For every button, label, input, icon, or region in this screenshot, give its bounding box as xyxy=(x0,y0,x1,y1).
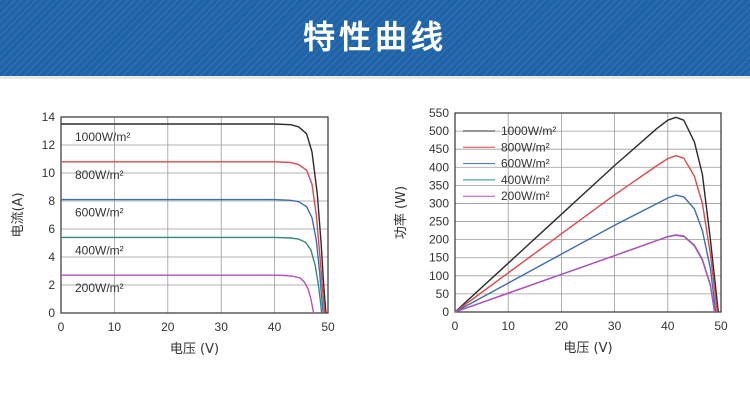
legend-label: 800W/m² xyxy=(501,140,550,154)
legend-label: 200W/m² xyxy=(501,189,550,203)
y-tick-label: 300 xyxy=(429,196,449,210)
x-axis-title: 电压 (V) xyxy=(170,342,219,357)
x-tick-label: 20 xyxy=(555,319,569,333)
x-axis-title: 电压 (V) xyxy=(563,341,612,356)
x-tick-label: 10 xyxy=(502,319,516,333)
series-line-800 xyxy=(454,155,718,313)
y-tick-label: 500 xyxy=(429,124,449,138)
y-tick-label: 4 xyxy=(48,250,55,264)
legend-label: 400W/m² xyxy=(75,243,124,257)
y-tick-label: 0 xyxy=(442,305,449,319)
y-axis-title: 功率 (W) xyxy=(393,186,409,239)
series-line-800 xyxy=(61,161,326,314)
x-tick-label: 10 xyxy=(108,320,122,334)
y-tick-label: 2 xyxy=(48,278,55,292)
x-tick-label: 20 xyxy=(161,320,175,334)
y-tick-label: 0 xyxy=(48,306,55,320)
x-tick-label: 0 xyxy=(452,319,459,333)
y-tick-label: 12 xyxy=(42,138,56,152)
legend-label: 200W/m² xyxy=(75,281,124,295)
x-tick-label: 30 xyxy=(215,320,229,334)
legend-label: 400W/m² xyxy=(501,173,550,187)
series-line-600 xyxy=(61,198,324,314)
iv-curve-chart: 0 2 4 6 8 10 12 14 0 10 20 30 40 50 1000W/m² 800W/m² 600… xyxy=(11,110,335,357)
x-tick-label: 40 xyxy=(661,319,675,333)
x-tick-label: 40 xyxy=(268,320,282,334)
y-tick-label: 150 xyxy=(429,251,449,265)
y-tick-label: 350 xyxy=(429,178,449,192)
legend-label: 1000W/m² xyxy=(75,130,130,144)
series-line-200 xyxy=(61,274,315,314)
page-title: 特性曲线 xyxy=(302,18,447,56)
series-line-1000 xyxy=(61,123,327,314)
y-tick-label: 450 xyxy=(429,142,449,156)
y-tick-label: 250 xyxy=(429,215,449,229)
series-line-1000 xyxy=(454,116,719,313)
plot-frame xyxy=(454,112,722,313)
x-tick-label: 50 xyxy=(321,320,335,334)
y-tick-label: 6 xyxy=(48,222,55,236)
legend-label: 800W/m² xyxy=(75,168,124,182)
y-tick-label: 50 xyxy=(436,287,450,301)
y-tick-label: 400 xyxy=(429,160,449,174)
legend-label: 600W/m² xyxy=(501,157,550,171)
y-tick-label: 10 xyxy=(42,166,56,180)
x-tick-label: 30 xyxy=(608,319,622,333)
x-tick-label: 0 xyxy=(58,320,65,334)
banner-divider xyxy=(0,76,750,79)
legend-label: 1000W/m² xyxy=(501,124,556,138)
plot-frame xyxy=(60,116,329,314)
y-tick-label: 8 xyxy=(48,194,55,208)
y-axis-title: 电流(A) xyxy=(11,192,26,237)
series-line-200 xyxy=(454,234,716,313)
y-tick-label: 550 xyxy=(429,106,449,120)
series-line-400 xyxy=(61,236,323,314)
x-tick-label: 50 xyxy=(714,319,728,333)
y-tick-label: 14 xyxy=(42,110,56,124)
pv-curve-chart: 0 50 100 150 200 250 300 350 400 450 500 550 0 10 20 30… xyxy=(393,106,728,356)
header-banner: 特性曲线 xyxy=(0,0,750,76)
legend-label: 600W/m² xyxy=(75,206,124,220)
y-tick-label: 200 xyxy=(429,233,449,247)
series-line-600 xyxy=(454,194,717,313)
series-line-400 xyxy=(454,234,716,313)
y-tick-label: 100 xyxy=(429,269,449,283)
